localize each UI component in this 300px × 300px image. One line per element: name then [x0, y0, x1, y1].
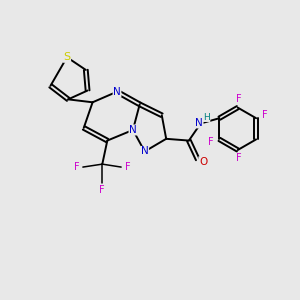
Text: F: F: [236, 153, 241, 163]
Text: F: F: [236, 94, 241, 104]
Text: F: F: [262, 110, 268, 120]
Text: F: F: [125, 162, 130, 172]
Text: N: N: [195, 118, 203, 128]
Text: F: F: [236, 94, 241, 104]
Text: O: O: [199, 157, 207, 167]
Text: N: N: [129, 125, 137, 135]
Text: S: S: [63, 52, 70, 62]
Text: F: F: [100, 185, 105, 195]
Text: F: F: [74, 162, 79, 172]
Text: N: N: [113, 87, 121, 97]
Text: F: F: [262, 110, 268, 120]
Text: H: H: [203, 112, 210, 122]
Text: N: N: [141, 146, 148, 157]
Text: F: F: [208, 137, 214, 147]
